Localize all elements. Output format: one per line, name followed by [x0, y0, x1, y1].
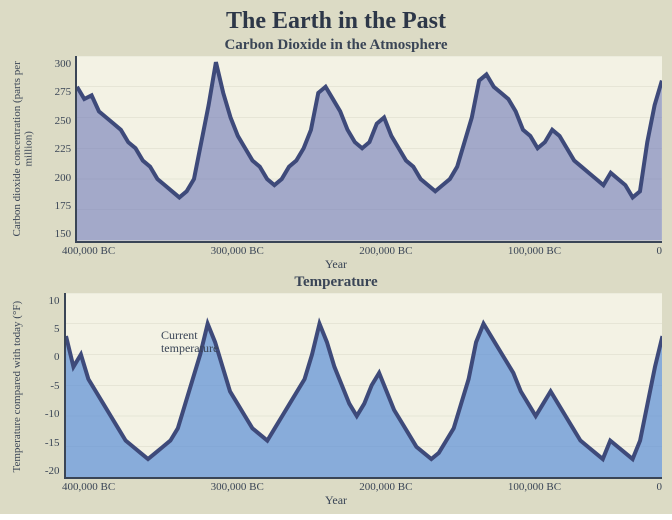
main-title: The Earth in the Past	[10, 8, 662, 35]
ytick-label: 10	[26, 295, 60, 307]
xtick-label: 200,000 BC	[359, 481, 412, 493]
chart-temp-ylabel: Temperature compared with today (°F)	[10, 293, 26, 480]
chart-co2-xticks: 400,000 BC 300,000 BC 200,000 BC 100,000 BC…	[62, 245, 662, 257]
chart-co2-subtitle: Carbon Dioxide in the Atmosphere	[10, 37, 662, 54]
chart-temp-xlabel: Year	[10, 493, 662, 508]
ytick-label: 150	[37, 228, 71, 240]
chart-co2-xlabel: Year	[10, 257, 662, 272]
ytick-label: 300	[37, 58, 71, 70]
xtick-label: 0	[657, 481, 663, 493]
chart-temp-xticks-row: 400,000 BC 300,000 BC 200,000 BC 100,000 BC…	[10, 479, 662, 493]
ytick-label: 250	[37, 115, 71, 127]
ytick-label: -5	[26, 380, 60, 392]
ytick-label: -15	[26, 437, 60, 449]
ytick-label: 175	[37, 200, 71, 212]
xtick-label: 400,000 BC	[62, 481, 115, 493]
chart-temp-subtitle: Temperature	[10, 274, 662, 291]
xtick-label: 300,000 BC	[211, 245, 264, 257]
ytick-label: 0	[26, 351, 60, 363]
xtick-label: 0	[657, 245, 663, 257]
ytick-label: 200	[37, 172, 71, 184]
annotation-current-temperature: Current temperature	[161, 329, 218, 354]
xtick-label: 100,000 BC	[508, 245, 561, 257]
chart-co2-xticks-row: 400,000 BC 300,000 BC 200,000 BC 100,000 BC…	[10, 243, 662, 257]
chart-co2-yticks: 300 275 250 225 200 175 150	[37, 56, 75, 243]
xtick-label: 100,000 BC	[508, 481, 561, 493]
xtick-label: 400,000 BC	[62, 245, 115, 257]
chart-co2: Carbon Dioxide in the Atmosphere Carbon …	[10, 37, 662, 272]
ytick-label: 225	[37, 143, 71, 155]
chart-co2-body: Carbon dioxide concentration (parts per …	[10, 56, 662, 243]
chart-temp-plot: Current temperature	[64, 293, 662, 480]
chart-co2-plot	[75, 56, 662, 243]
xtick-label: 300,000 BC	[211, 481, 264, 493]
xtick-label: 200,000 BC	[359, 245, 412, 257]
figure-container: The Earth in the Past Carbon Dioxide in …	[0, 0, 672, 514]
chart-temp: Temperature Temperature compared with to…	[10, 274, 662, 509]
ytick-label: 5	[26, 323, 60, 335]
ytick-label: 275	[37, 86, 71, 98]
chart-temp-xticks: 400,000 BC 300,000 BC 200,000 BC 100,000 BC…	[62, 481, 662, 493]
chart-temp-body: Temperature compared with today (°F) 10 5…	[10, 293, 662, 480]
chart-co2-ylabel: Carbon dioxide concentration (parts per …	[10, 56, 37, 243]
chart-temp-yticks: 10 5 0 -5 -10 -15 -20	[26, 293, 64, 480]
ytick-label: -20	[26, 465, 60, 477]
ytick-label: -10	[26, 408, 60, 420]
